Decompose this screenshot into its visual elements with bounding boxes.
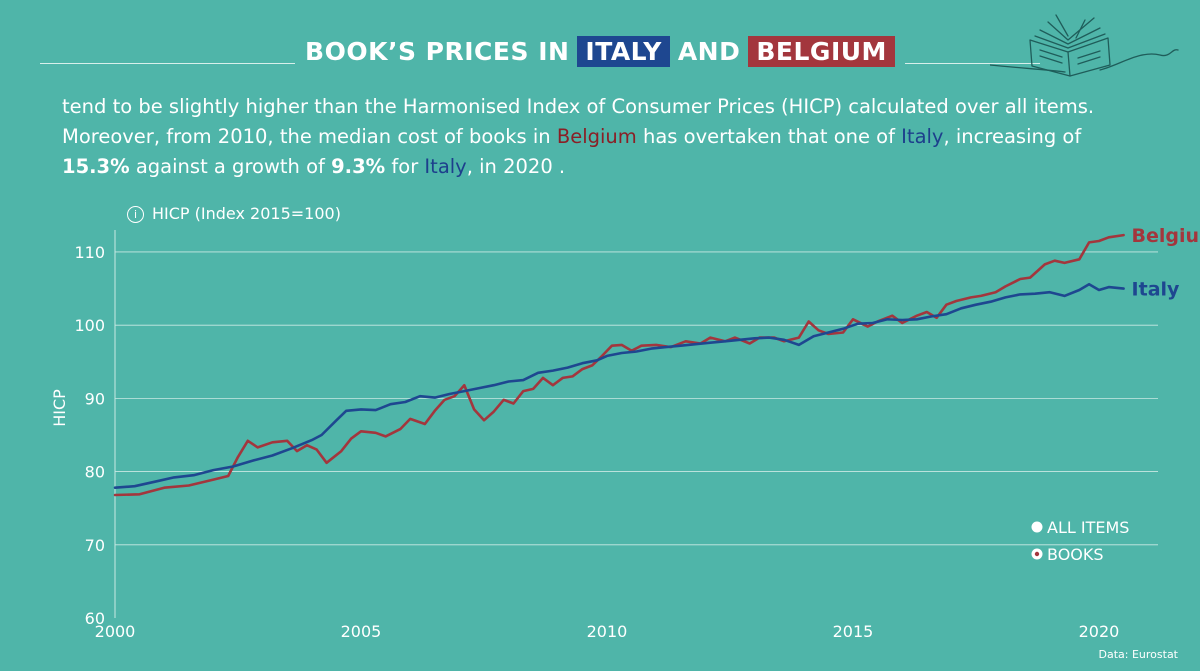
description-line-2: Moreover, from 2010, the median cost of … xyxy=(62,122,1172,152)
description-line-3: 15.3% against a growth of 9.3% for Italy… xyxy=(62,152,1172,182)
x-tick-label-2005: 2005 xyxy=(341,622,382,641)
desc-italy: Italy xyxy=(424,155,467,178)
legend-all-items[interactable]: ALL ITEMS xyxy=(1047,518,1129,537)
desc-text: , increasing of xyxy=(943,125,1082,148)
series-line-belgium xyxy=(113,233,1125,497)
y-tick-label-110: 110 xyxy=(74,243,105,262)
unit-label: i HICP (Index 2015=100) xyxy=(127,204,341,223)
series-line-italy xyxy=(113,282,1125,489)
desc-italy-growth: 9.3% xyxy=(331,155,386,178)
legend-books[interactable]: BOOKS xyxy=(1047,545,1104,564)
grid-lines xyxy=(115,251,1158,546)
legend-all-items-marker[interactable] xyxy=(1031,521,1043,533)
legend[interactable]: ALL ITEMS BOOKS xyxy=(1031,518,1130,564)
title-prefix: BOOK’S PRICES IN xyxy=(305,37,570,66)
desc-text: has overtaken that one of xyxy=(636,125,902,148)
y-tick-label-100: 100 xyxy=(74,316,105,335)
title-belgium-tag: BELGIUM xyxy=(748,36,895,67)
x-tick-label-2010: 2010 xyxy=(587,622,628,641)
desc-belgium-growth: 15.3% xyxy=(62,155,130,178)
series-label-italy: Italy xyxy=(1132,279,1180,301)
series-lines xyxy=(113,233,1125,497)
desc-italy: Italy xyxy=(901,125,944,148)
desc-text: , in 2020 . xyxy=(466,155,566,178)
legend-books-marker-dot xyxy=(1034,551,1040,557)
desc-text: for xyxy=(385,155,425,178)
chart-title: BOOK’S PRICES IN ITALY AND BELGIUM xyxy=(295,36,905,67)
desc-text: against a growth of xyxy=(129,155,332,178)
description: tend to be slightly higher than the Harm… xyxy=(62,92,1172,182)
y-tick-label-80: 80 xyxy=(85,463,105,482)
desc-text: Moreover, from 2010, the median cost of … xyxy=(62,125,557,148)
y-tick-label-70: 70 xyxy=(85,536,105,555)
y-axis-label: HICP xyxy=(50,389,69,427)
series-labels: Belgium Italy xyxy=(1132,225,1200,300)
x-tick-label-2000: 2000 xyxy=(95,622,136,641)
unit-text: HICP (Index 2015=100) xyxy=(152,204,341,223)
y-tick-label-90: 90 xyxy=(85,389,105,408)
info-icon[interactable]: i xyxy=(127,206,144,223)
title-and: AND xyxy=(677,37,741,66)
open-book-icon xyxy=(990,14,1179,77)
y-tick-label-60: 60 xyxy=(85,609,105,628)
description-line-1: tend to be slightly higher than the Harm… xyxy=(62,95,1095,118)
series-label-belgium: Belgium xyxy=(1132,225,1200,247)
x-tick-label-2020: 2020 xyxy=(1079,622,1120,641)
axes: 60 70 80 90 100 110 2000 2005 2010 2015 2020 HICP xyxy=(50,230,1119,641)
desc-belgium: Belgium xyxy=(556,125,637,148)
x-tick-label-2015: 2015 xyxy=(833,622,874,641)
data-source: Data: Eurostat xyxy=(1098,648,1179,661)
title-italy-tag: ITALY xyxy=(577,36,670,67)
